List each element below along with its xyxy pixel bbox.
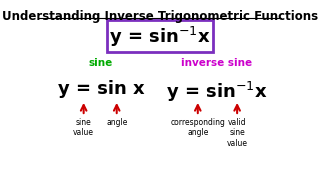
- FancyBboxPatch shape: [107, 20, 213, 52]
- Text: sine
value: sine value: [73, 118, 94, 137]
- Text: inverse sine: inverse sine: [181, 58, 252, 68]
- Text: sine: sine: [89, 58, 113, 68]
- Text: angle: angle: [106, 118, 127, 127]
- Text: y = sin$^{-1}$x: y = sin$^{-1}$x: [166, 80, 268, 104]
- Text: y = sin x: y = sin x: [58, 80, 144, 98]
- Text: corresponding
angle: corresponding angle: [170, 118, 225, 137]
- Text: Understanding Inverse Trigonometric Functions: Understanding Inverse Trigonometric Func…: [2, 10, 318, 23]
- Text: valid
sine
value: valid sine value: [227, 118, 248, 148]
- Text: y = sin$^{-1}$x: y = sin$^{-1}$x: [109, 25, 211, 49]
